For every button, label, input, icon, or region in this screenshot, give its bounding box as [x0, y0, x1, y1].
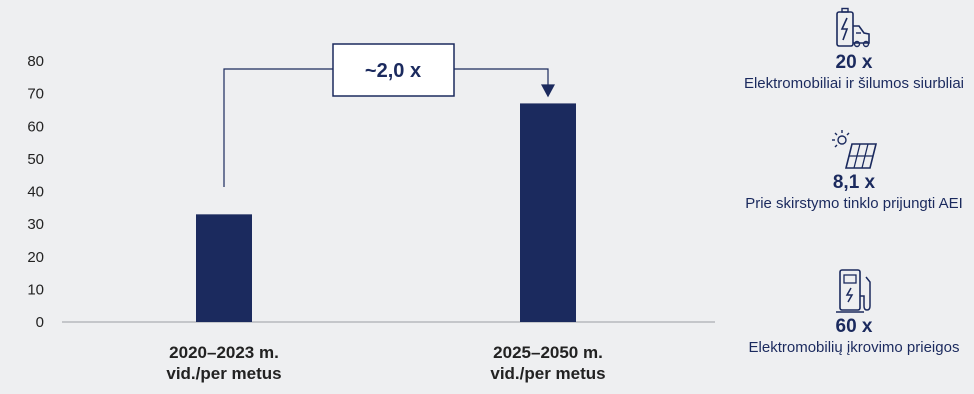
bars: [196, 103, 576, 322]
bar-1: [196, 214, 252, 322]
x-category-label: vid./per metus: [166, 364, 281, 383]
y-tick-label: 10: [27, 281, 44, 298]
x-category-label: 2020–2023 m.: [169, 343, 279, 362]
growth-label-box: [332, 43, 455, 97]
growth-annotation: ~2,0 x: [223, 43, 555, 187]
ev-multiplier: 20 x: [835, 52, 873, 73]
side-item-ev: 20 x Elektromobiliai ir šilumos siurblia…: [742, 6, 966, 93]
charging-station-icon: [836, 269, 871, 313]
solar-panel-icon: [832, 130, 878, 169]
y-tick-label: 80: [27, 53, 44, 70]
side-item-solar: 8,1 x Prie skirstymo tinklo prijungti AE…: [742, 128, 966, 213]
y-tick-label: 60: [27, 118, 44, 135]
side-panel: 20 x Elektromobiliai ir šilumos siurblia…: [742, 0, 966, 394]
y-tick-label: 0: [36, 314, 44, 331]
charging-label: Elektromobilių įkrovimo prieigos: [748, 339, 960, 356]
y-tick-label: 30: [27, 216, 44, 233]
x-category-label: vid./per metus: [490, 364, 605, 383]
solar-label: Prie skirstymo tinklo prijungti AEI: [745, 195, 963, 212]
x-axis-labels: 2020–2023 m. vid./per metus 2025–2050 m. vi…: [166, 343, 605, 383]
bar-2: [520, 103, 576, 322]
y-tick-label: 70: [27, 86, 44, 103]
charging-multiplier: 60 x: [835, 316, 873, 337]
bar-chart: 0 10 20 30 40 50 60 70 80 2020–2023 m. vid./per m…: [27, 43, 715, 383]
arrow-down-icon: [541, 84, 555, 98]
y-axis: 0 10 20 30 40 50 60 70 80: [27, 53, 44, 331]
solar-multiplier: 8,1 x: [832, 172, 876, 193]
y-tick-label: 50: [27, 151, 44, 168]
ev-label: Elektromobiliai ir šilumos siurbliai: [743, 75, 965, 92]
side-item-charging: 60 x Elektromobilių įkrovimo prieigos: [742, 266, 966, 357]
electric-car-icon: [836, 7, 870, 48]
growth-label: ~2,0 x: [365, 60, 421, 82]
y-tick-label: 40: [27, 184, 44, 201]
x-category-label: 2025–2050 m.: [493, 343, 603, 362]
y-tick-label: 20: [27, 249, 44, 266]
